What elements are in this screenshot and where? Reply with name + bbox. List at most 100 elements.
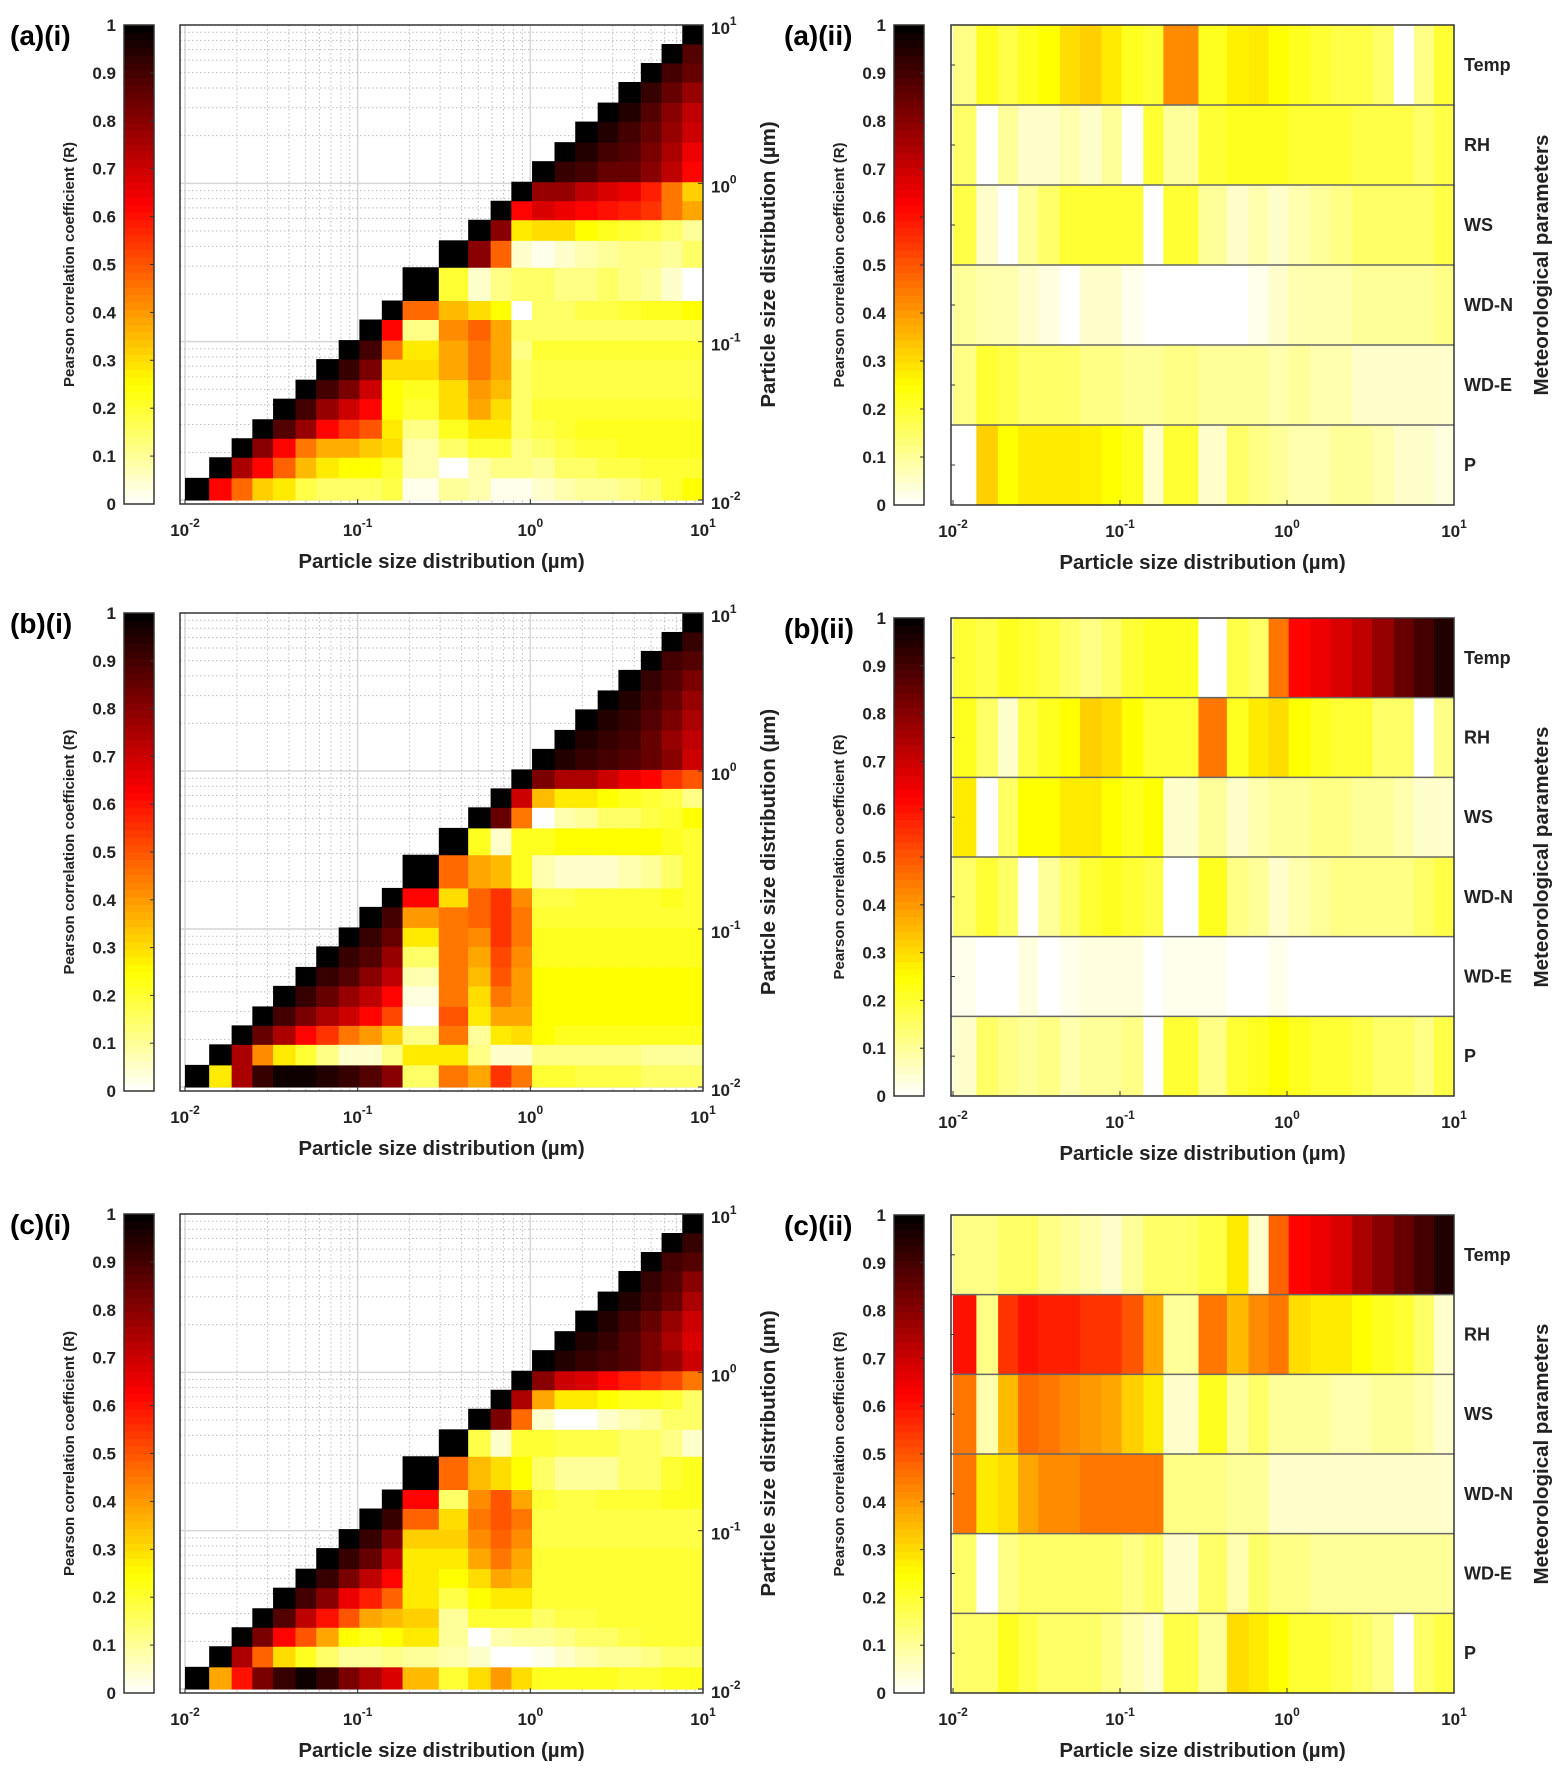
heatmap-cell bbox=[438, 379, 469, 400]
heatmap-cell bbox=[554, 966, 576, 987]
colorbar-step bbox=[894, 804, 924, 813]
heatmap-cell bbox=[511, 1429, 533, 1457]
heatmap-cell bbox=[1059, 1215, 1081, 1296]
heatmap-cell bbox=[597, 319, 619, 341]
heatmap-cell bbox=[1330, 1374, 1353, 1455]
heatmap-cell bbox=[640, 438, 663, 458]
colorbar-step bbox=[894, 400, 924, 409]
heatmap-cell bbox=[1330, 345, 1353, 426]
heatmap-cell bbox=[1372, 105, 1395, 186]
heatmap-cell bbox=[231, 457, 253, 479]
heatmap-cell bbox=[1248, 25, 1270, 106]
colorbar-tick-label: 0.5 bbox=[92, 843, 116, 862]
heatmap-cell bbox=[618, 1331, 642, 1351]
colorbar-step bbox=[894, 1640, 924, 1649]
x-tick-label: 10-1 bbox=[343, 1103, 373, 1127]
heatmap-cell bbox=[1059, 25, 1081, 106]
heatmap-cell bbox=[640, 419, 663, 439]
heatmap-cell bbox=[953, 25, 977, 106]
colorbar-step bbox=[894, 272, 924, 281]
x-tick-label: 100 bbox=[1274, 517, 1300, 541]
x-tick-label-base: 10 bbox=[690, 1710, 709, 1729]
x-tick-label-exponent: 0 bbox=[1293, 517, 1300, 531]
colorbar-step bbox=[124, 421, 154, 430]
heatmap-cell bbox=[468, 438, 492, 458]
heatmap-cell bbox=[468, 1006, 492, 1026]
right-tick-label-base: 10 bbox=[711, 1208, 730, 1227]
colorbar-step bbox=[894, 1006, 924, 1015]
heatmap-cell bbox=[1143, 777, 1164, 858]
heatmap-cell bbox=[316, 477, 340, 501]
heatmap-cell bbox=[1352, 1454, 1373, 1535]
colorbar-step bbox=[124, 1083, 154, 1092]
heatmap-cell bbox=[1310, 1613, 1331, 1694]
colorbar-tick-label: 1 bbox=[107, 16, 116, 35]
heatmap-cell bbox=[1226, 936, 1250, 1017]
heatmap-cell bbox=[640, 748, 663, 770]
heatmap-cell bbox=[575, 1529, 599, 1549]
heatmap-cell bbox=[438, 340, 469, 360]
heatmap-cell bbox=[682, 1310, 704, 1332]
colorbar-tick-label: 0.9 bbox=[862, 1254, 886, 1273]
heatmap-cell bbox=[359, 1044, 383, 1066]
colorbar-step bbox=[894, 916, 924, 925]
colorbar-step bbox=[894, 924, 924, 933]
heatmap-cell bbox=[1310, 697, 1331, 778]
heatmap-cell bbox=[1079, 25, 1103, 106]
colorbar-step bbox=[894, 355, 924, 364]
colorbar-step bbox=[124, 1046, 154, 1055]
x-tick-label-base: 10 bbox=[1105, 522, 1124, 541]
heatmap-cell bbox=[554, 1429, 576, 1457]
heatmap-cell bbox=[1330, 857, 1353, 938]
heatmap-cell bbox=[554, 807, 576, 829]
heatmap-cell bbox=[597, 1370, 619, 1391]
heatmap-cell bbox=[998, 25, 1019, 106]
heatmap-cell bbox=[1018, 777, 1039, 858]
heatmap-cell bbox=[661, 650, 683, 671]
heatmap-cell bbox=[511, 887, 533, 908]
heatmap-cell bbox=[575, 267, 599, 301]
heatmap-cell bbox=[575, 788, 599, 808]
heatmap-cell bbox=[359, 379, 383, 400]
colorbar-step bbox=[894, 1663, 924, 1672]
heatmap-cell bbox=[359, 1064, 383, 1088]
x-tick-label: 10-2 bbox=[170, 1103, 200, 1127]
colorbar-step bbox=[124, 620, 154, 629]
heatmap-cell bbox=[1393, 425, 1415, 506]
heatmap-cell bbox=[402, 1568, 440, 1589]
colorbar-step bbox=[894, 1274, 924, 1283]
heatmap-cell bbox=[1079, 1215, 1103, 1296]
heatmap-cell bbox=[381, 379, 404, 400]
heatmap-cell bbox=[1330, 425, 1353, 506]
heatmap-cell bbox=[1372, 777, 1395, 858]
heatmap-cell bbox=[532, 398, 556, 420]
heatmap-cell bbox=[554, 267, 576, 301]
x-tick-label: 101 bbox=[690, 1705, 716, 1729]
colorbar-step bbox=[124, 1371, 154, 1380]
right-tick-label: 10-1 bbox=[711, 918, 741, 942]
heatmap-cell bbox=[618, 161, 642, 183]
colorbar-tick-label: 0.5 bbox=[92, 1445, 116, 1464]
heatmap-cell bbox=[1079, 1294, 1103, 1375]
heatmap-cell bbox=[953, 857, 977, 938]
heatmap-cell bbox=[511, 985, 533, 1007]
heatmap-cell bbox=[618, 340, 642, 360]
heatmap-cell bbox=[438, 827, 469, 856]
colorbar-step bbox=[124, 784, 154, 793]
colorbar-step bbox=[894, 871, 924, 881]
heatmap-cell bbox=[575, 1408, 599, 1430]
heatmap-cell bbox=[597, 142, 619, 162]
heatmap-cell bbox=[554, 854, 576, 889]
colorbar-step bbox=[894, 662, 924, 671]
heatmap-cell bbox=[640, 669, 663, 691]
heatmap-cell bbox=[1101, 1374, 1123, 1455]
heatmap-cell bbox=[438, 1608, 469, 1628]
heatmap-cell bbox=[1143, 425, 1164, 506]
colorbar-tick-label: 0.2 bbox=[92, 986, 116, 1005]
heatmap-cell bbox=[252, 477, 274, 501]
heatmap-cell bbox=[1059, 697, 1081, 778]
heatmap-cell bbox=[1352, 697, 1373, 778]
heatmap-cell bbox=[1268, 777, 1290, 858]
heatmap-cell bbox=[575, 477, 599, 501]
heatmap-cell bbox=[511, 854, 533, 889]
